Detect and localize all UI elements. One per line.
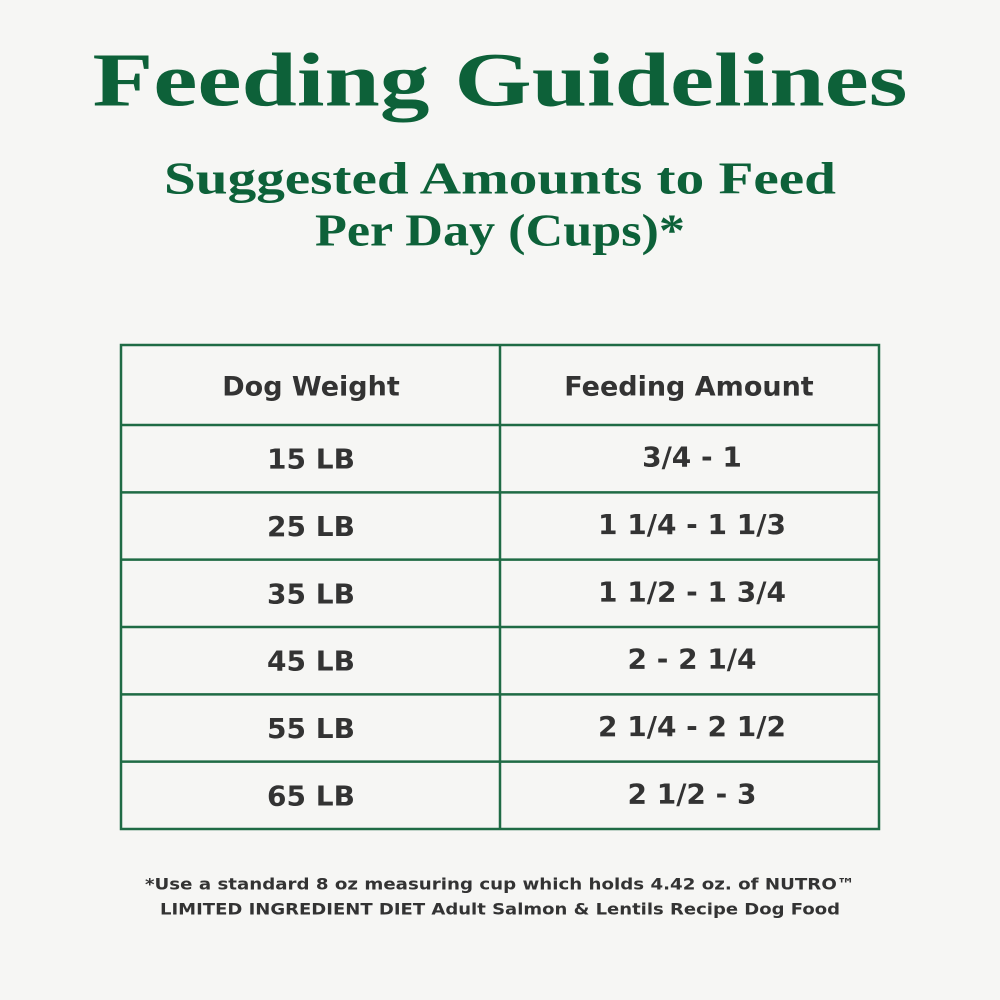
- cell: 55 LB: [267, 712, 355, 745]
- footnote: LIMITED INGREDIENT DIET Adult Salmon & L…: [160, 900, 840, 919]
- column-header: Dog Weight: [222, 372, 400, 403]
- cell: 3/4 - 1: [642, 441, 742, 474]
- cell: 35 LB: [267, 577, 355, 610]
- subtitle: Per Day (Cups)*: [315, 205, 685, 256]
- cell: 2 - 2 1/4: [627, 643, 756, 676]
- column-header: Feeding Amount: [564, 372, 814, 403]
- subtitle: Suggested Amounts to Feed: [164, 153, 837, 204]
- title: Feeding Guidelines: [93, 38, 908, 122]
- cell: 2 1/4 - 2 1/2: [598, 710, 786, 743]
- table: Dog Weight Feeding Amount 15 LB 3/4 - 1 25…: [119, 343, 881, 831]
- cell: 1 1/4 - 1 1/3: [598, 508, 786, 541]
- footnote: *Use a standard 8 oz measuring cup which…: [145, 875, 855, 894]
- cell: 2 1/2 - 3: [627, 777, 756, 810]
- cell: 65 LB: [267, 779, 355, 812]
- cell: 45 LB: [267, 645, 355, 678]
- cell: 1 1/2 - 1 3/4: [598, 575, 786, 608]
- cell: 15 LB: [267, 443, 355, 476]
- cell: 25 LB: [267, 510, 355, 543]
